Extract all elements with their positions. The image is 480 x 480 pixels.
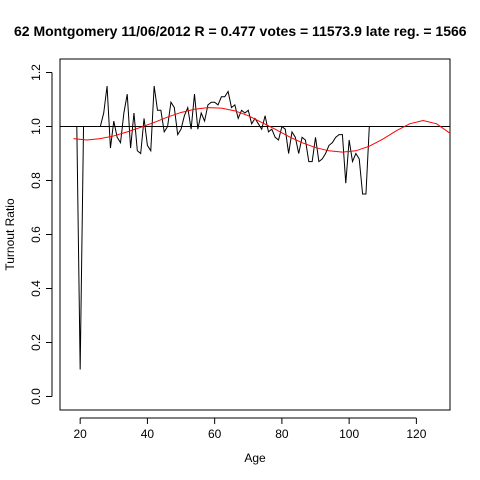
smoothed-fit-line <box>73 107 450 153</box>
y-axis: 0.0 0.2 0.4 0.6 0.8 1.0 1.2 <box>29 64 53 405</box>
y-tick-label: 0.6 <box>29 226 43 243</box>
y-tick-label: 0.2 <box>29 334 43 351</box>
y-axis-label: Turnout Ratio <box>3 198 17 271</box>
x-tick-label: 40 <box>141 427 155 441</box>
y-tick-label: 0.0 <box>29 388 43 405</box>
y-tick-label: 1.0 <box>29 118 43 135</box>
x-tick-label: 120 <box>406 427 426 441</box>
x-tick-label: 60 <box>208 427 222 441</box>
y-tick-label: 0.8 <box>29 172 43 189</box>
turnout-ratio-line <box>76 85 373 370</box>
x-axis: 20 40 60 80 100 120 <box>73 417 427 441</box>
x-tick-label: 20 <box>73 427 87 441</box>
chart-title: 62 Montgomery 11/06/2012 R = 0.477 votes… <box>14 23 467 39</box>
y-tick-label: 1.2 <box>29 64 43 81</box>
y-tick-label: 0.4 <box>29 280 43 297</box>
plot-frame <box>59 58 451 411</box>
x-axis-label: Age <box>244 451 266 465</box>
plot-area <box>60 85 450 370</box>
x-tick-label: 100 <box>339 427 359 441</box>
x-tick-label: 80 <box>275 427 289 441</box>
